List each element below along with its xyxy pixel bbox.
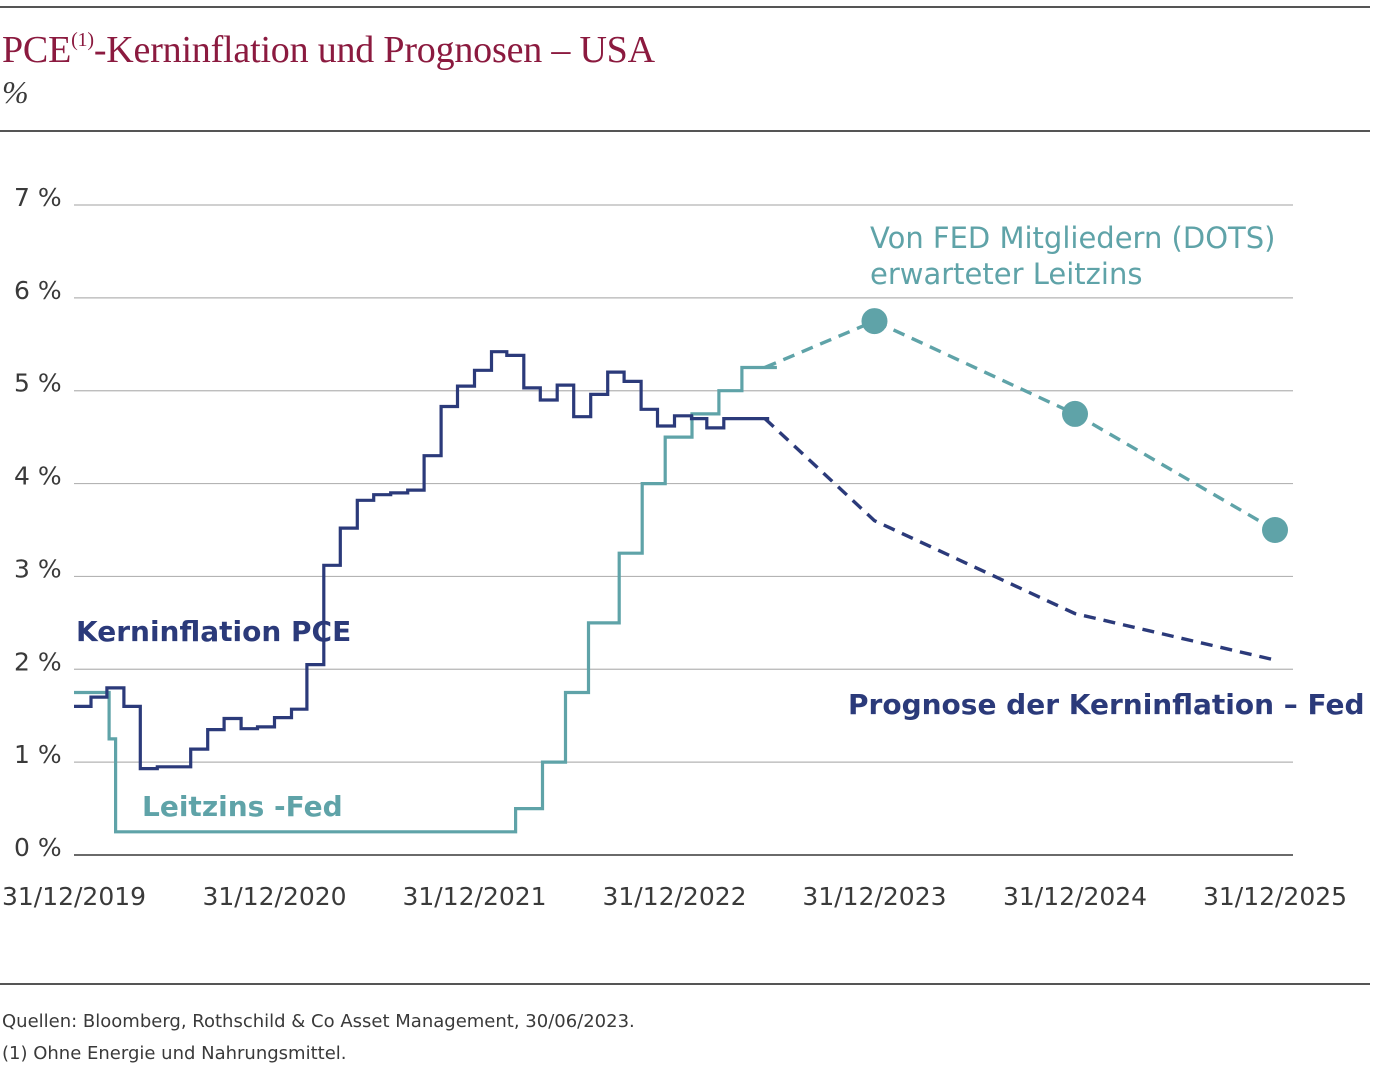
series-fed-dots-line (764, 319, 1276, 532)
y-tick-label: 6 % (14, 276, 62, 305)
chart-title: PCE(1)-Kerninflation und Prognosen – USA (2, 29, 655, 71)
y-tick-label: 7 % (14, 183, 62, 212)
annotation-fed-rate: Leitzins -Fed (142, 790, 343, 823)
series-layer (74, 308, 1288, 834)
fed-dots-marker (861, 308, 888, 335)
x-tick-label: 31/12/2021 (402, 882, 546, 911)
y-tick-label: 2 % (14, 647, 62, 676)
annotation-layer: Von FED Mitgliedern (DOTS) erwarteter Le… (76, 221, 1365, 823)
y-tick-label: 3 % (14, 554, 62, 583)
annotation-fed-dots-line1: Von FED Mitgliedern (DOTS) (870, 221, 1275, 255)
x-tick-label: 31/12/2025 (1203, 882, 1347, 911)
x-tick-label: 31/12/2019 (2, 882, 146, 911)
series-core-pce-line (74, 350, 770, 771)
source-note: Quellen: Bloomberg, Rothschild & Co Asse… (2, 1011, 635, 1032)
footer-rule (0, 983, 1370, 985)
x-axis: 31/12/2019 31/12/2020 31/12/2021 31/12/2022… (2, 882, 1347, 911)
series-core-pce-forecast-line (763, 417, 1276, 662)
top-rule (0, 6, 1370, 8)
grid (74, 204, 1293, 856)
header-rule (0, 130, 1370, 132)
annotation-fed-dots-line2: erwarteter Leitzins (870, 257, 1142, 291)
x-tick-label: 31/12/2023 (802, 882, 946, 911)
fed-dots-marker (1062, 400, 1089, 427)
annotation-core-pce: Kerninflation PCE (76, 615, 351, 648)
x-tick-label: 31/12/2022 (602, 882, 746, 911)
fed-dots-marker (1262, 517, 1288, 543)
unit-label: % (2, 74, 29, 110)
y-axis: 0 % 1 % 2 % 3 % 4 % 5 % 6 % 7 % (14, 183, 62, 862)
y-tick-label: 4 % (14, 462, 62, 491)
footnote: (1) Ohne Energie und Nahrungsmittel. (2, 1043, 347, 1064)
x-tick-label: 31/12/2024 (1003, 882, 1147, 911)
annotation-fed-forecast: Prognose der Kerninflation – Fed (848, 688, 1365, 721)
y-tick-label: 5 % (14, 369, 62, 398)
title-superscript: (1) (71, 29, 94, 51)
y-tick-label: 0 % (14, 833, 62, 862)
series-fed-rate-line (74, 365, 777, 834)
y-tick-label: 1 % (14, 740, 62, 769)
x-tick-label: 31/12/2020 (202, 882, 346, 911)
